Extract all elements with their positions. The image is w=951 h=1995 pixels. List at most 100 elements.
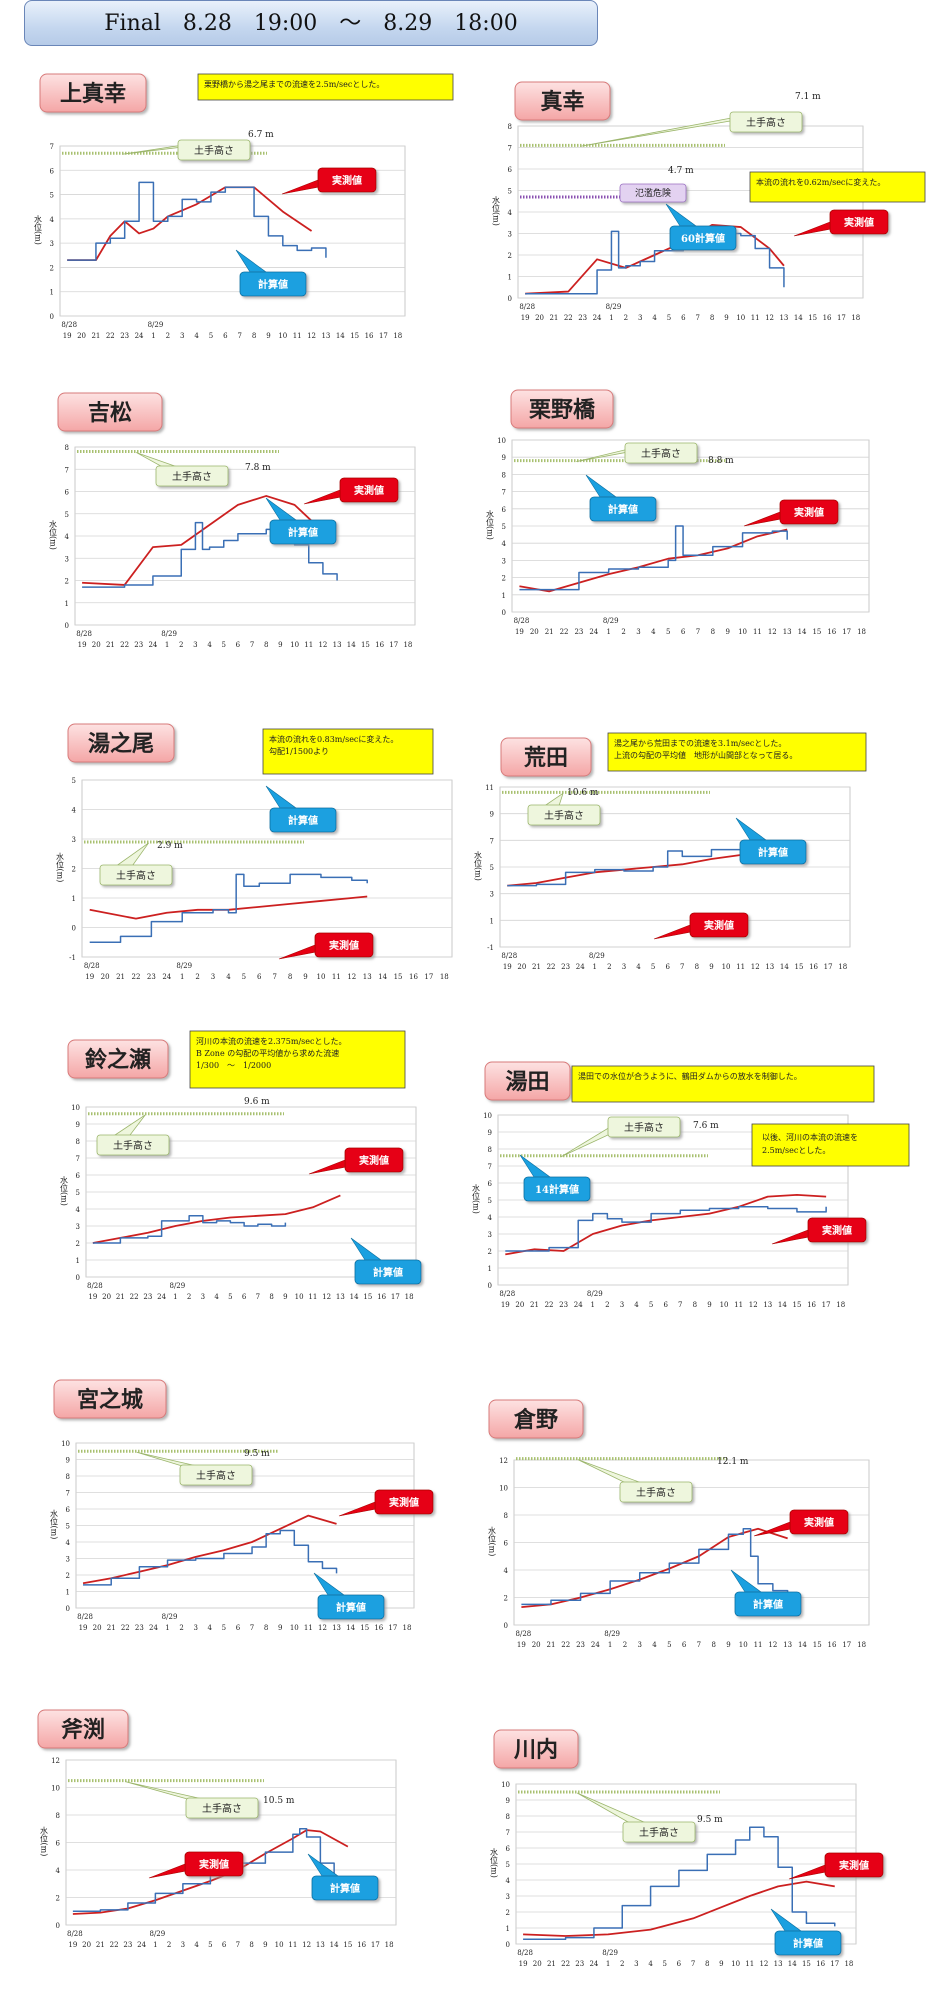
x-tick-label: 4 xyxy=(194,332,199,340)
measured-callout xyxy=(824,1852,884,1878)
danger-label: 氾濫危険 xyxy=(635,187,671,199)
y-axis-label: 水位(m) xyxy=(490,1847,499,1878)
x-tick-label: 20 xyxy=(532,1641,541,1649)
x-tick-label: 16 xyxy=(377,1293,386,1301)
x-tick-label: 12 xyxy=(302,1941,311,1949)
note-box xyxy=(751,1123,910,1167)
date-label: 8/28 xyxy=(67,1930,83,1938)
x-tick-label: 7 xyxy=(696,628,700,636)
y-tick-label: 8 xyxy=(504,1512,508,1520)
y-tick-label: 9 xyxy=(76,1121,80,1129)
x-tick-label: 18 xyxy=(844,1960,853,1968)
levee-label: 土手高さ xyxy=(624,1121,664,1134)
note-box xyxy=(571,1065,875,1103)
date-label: 8/28 xyxy=(519,303,535,311)
x-tick-label: 19 xyxy=(501,1301,510,1309)
x-tick-label: 20 xyxy=(530,628,539,636)
calculated-callout xyxy=(739,839,807,865)
x-tick-label: 22 xyxy=(110,1941,119,1949)
note-text: 1/300 ～ 1/2000 xyxy=(196,1061,271,1070)
x-tick-label: 19 xyxy=(515,628,524,636)
y-tick-label: 2 xyxy=(72,866,76,874)
x-tick-label: 17 xyxy=(379,332,388,340)
levee-callout xyxy=(624,442,698,464)
x-tick-label: 3 xyxy=(622,963,626,971)
measured-series-name: 実測値 xyxy=(822,1224,852,1237)
y-tick-label: 12 xyxy=(51,1757,60,1765)
levee-label: 土手高さ xyxy=(746,116,786,129)
station-title-box xyxy=(67,723,175,763)
note-text: 本流の流れを0.62m/secに変えた。 xyxy=(756,177,885,187)
levee-label: 土手高さ xyxy=(639,1826,679,1839)
x-tick-label: 3 xyxy=(620,1301,624,1309)
y-tick-label: 3 xyxy=(488,1231,492,1239)
x-tick-label: 23 xyxy=(147,973,156,981)
x-tick-label: 1 xyxy=(593,963,597,971)
x-tick-label: 13 xyxy=(321,332,330,340)
x-tick-label: 21 xyxy=(91,332,100,340)
x-tick-label: 7 xyxy=(272,973,276,981)
x-tick-label: 16 xyxy=(375,641,384,649)
x-tick-label: 22 xyxy=(547,963,556,971)
x-tick-label: 8 xyxy=(695,963,699,971)
x-tick-label: 23 xyxy=(123,1941,132,1949)
x-tick-label: 17 xyxy=(371,1941,380,1949)
measured-callout xyxy=(374,1489,434,1515)
x-tick-label: 14 xyxy=(346,1624,355,1632)
y-tick-label: 6 xyxy=(66,1506,71,1514)
station-title: 上真幸 xyxy=(60,81,126,107)
x-tick-label: 19 xyxy=(88,1293,97,1301)
danger-value: 4.7 m xyxy=(668,166,694,176)
station-title-box xyxy=(514,81,611,121)
calculated-callout xyxy=(354,1259,422,1285)
x-tick-label: 15 xyxy=(363,1293,372,1301)
x-tick-label: 17 xyxy=(391,1293,400,1301)
station-title: 倉野 xyxy=(513,1407,558,1433)
y-tick-label: 7 xyxy=(506,1829,510,1837)
levee-callout xyxy=(179,1464,253,1486)
x-tick-label: 13 xyxy=(336,1293,345,1301)
x-tick-label: 4 xyxy=(226,973,231,981)
x-tick-label: 4 xyxy=(651,628,656,636)
y-tick-label: 6 xyxy=(488,1180,493,1188)
x-tick-label: 20 xyxy=(533,1960,542,1968)
x-tick-label: 18 xyxy=(403,641,412,649)
x-tick-label: 8 xyxy=(711,1641,715,1649)
x-tick-label: 11 xyxy=(304,1624,313,1632)
x-tick-label: 12 xyxy=(307,332,316,340)
x-tick-label: 19 xyxy=(519,1960,528,1968)
x-tick-label: 17 xyxy=(842,628,851,636)
x-tick-label: 12 xyxy=(749,1301,758,1309)
measured-series-name: 実測値 xyxy=(804,1516,834,1529)
calculated-series-line xyxy=(523,1826,836,1940)
levee-value: 9.6 m xyxy=(244,1097,270,1107)
date-label: 8/29 xyxy=(150,1930,166,1938)
x-tick-label: 9 xyxy=(283,1293,287,1301)
x-tick-label: 21 xyxy=(96,1941,105,1949)
y-tick-label: 1 xyxy=(508,274,512,282)
x-tick-label: 23 xyxy=(574,628,583,636)
y-tick-label: 0 xyxy=(56,1922,60,1930)
x-tick-label: 12 xyxy=(322,1293,331,1301)
x-tick-label: 9 xyxy=(719,1960,723,1968)
calculated-callout xyxy=(269,519,337,545)
levee-label: 土手高さ xyxy=(202,1802,242,1815)
x-tick-label: 15 xyxy=(812,628,821,636)
x-tick-label: 14 xyxy=(780,963,789,971)
x-tick-label: 2 xyxy=(187,1293,191,1301)
x-tick-label: 16 xyxy=(809,963,818,971)
x-tick-label: 11 xyxy=(754,1641,763,1649)
x-tick-label: 19 xyxy=(78,641,87,649)
x-tick-label: 4 xyxy=(634,1301,639,1309)
x-tick-label: 10 xyxy=(739,1641,748,1649)
calculated-series-name: 60計算値 xyxy=(681,232,725,245)
calculated-callout xyxy=(734,1591,802,1617)
y-tick-label: 3 xyxy=(66,1556,70,1564)
y-tick-label: 4 xyxy=(65,533,70,541)
levee-callout xyxy=(527,804,601,826)
x-tick-label: 24 xyxy=(576,963,585,971)
x-tick-label: 20 xyxy=(102,1293,111,1301)
y-tick-label: 10 xyxy=(51,1785,60,1793)
x-tick-label: 20 xyxy=(101,973,110,981)
